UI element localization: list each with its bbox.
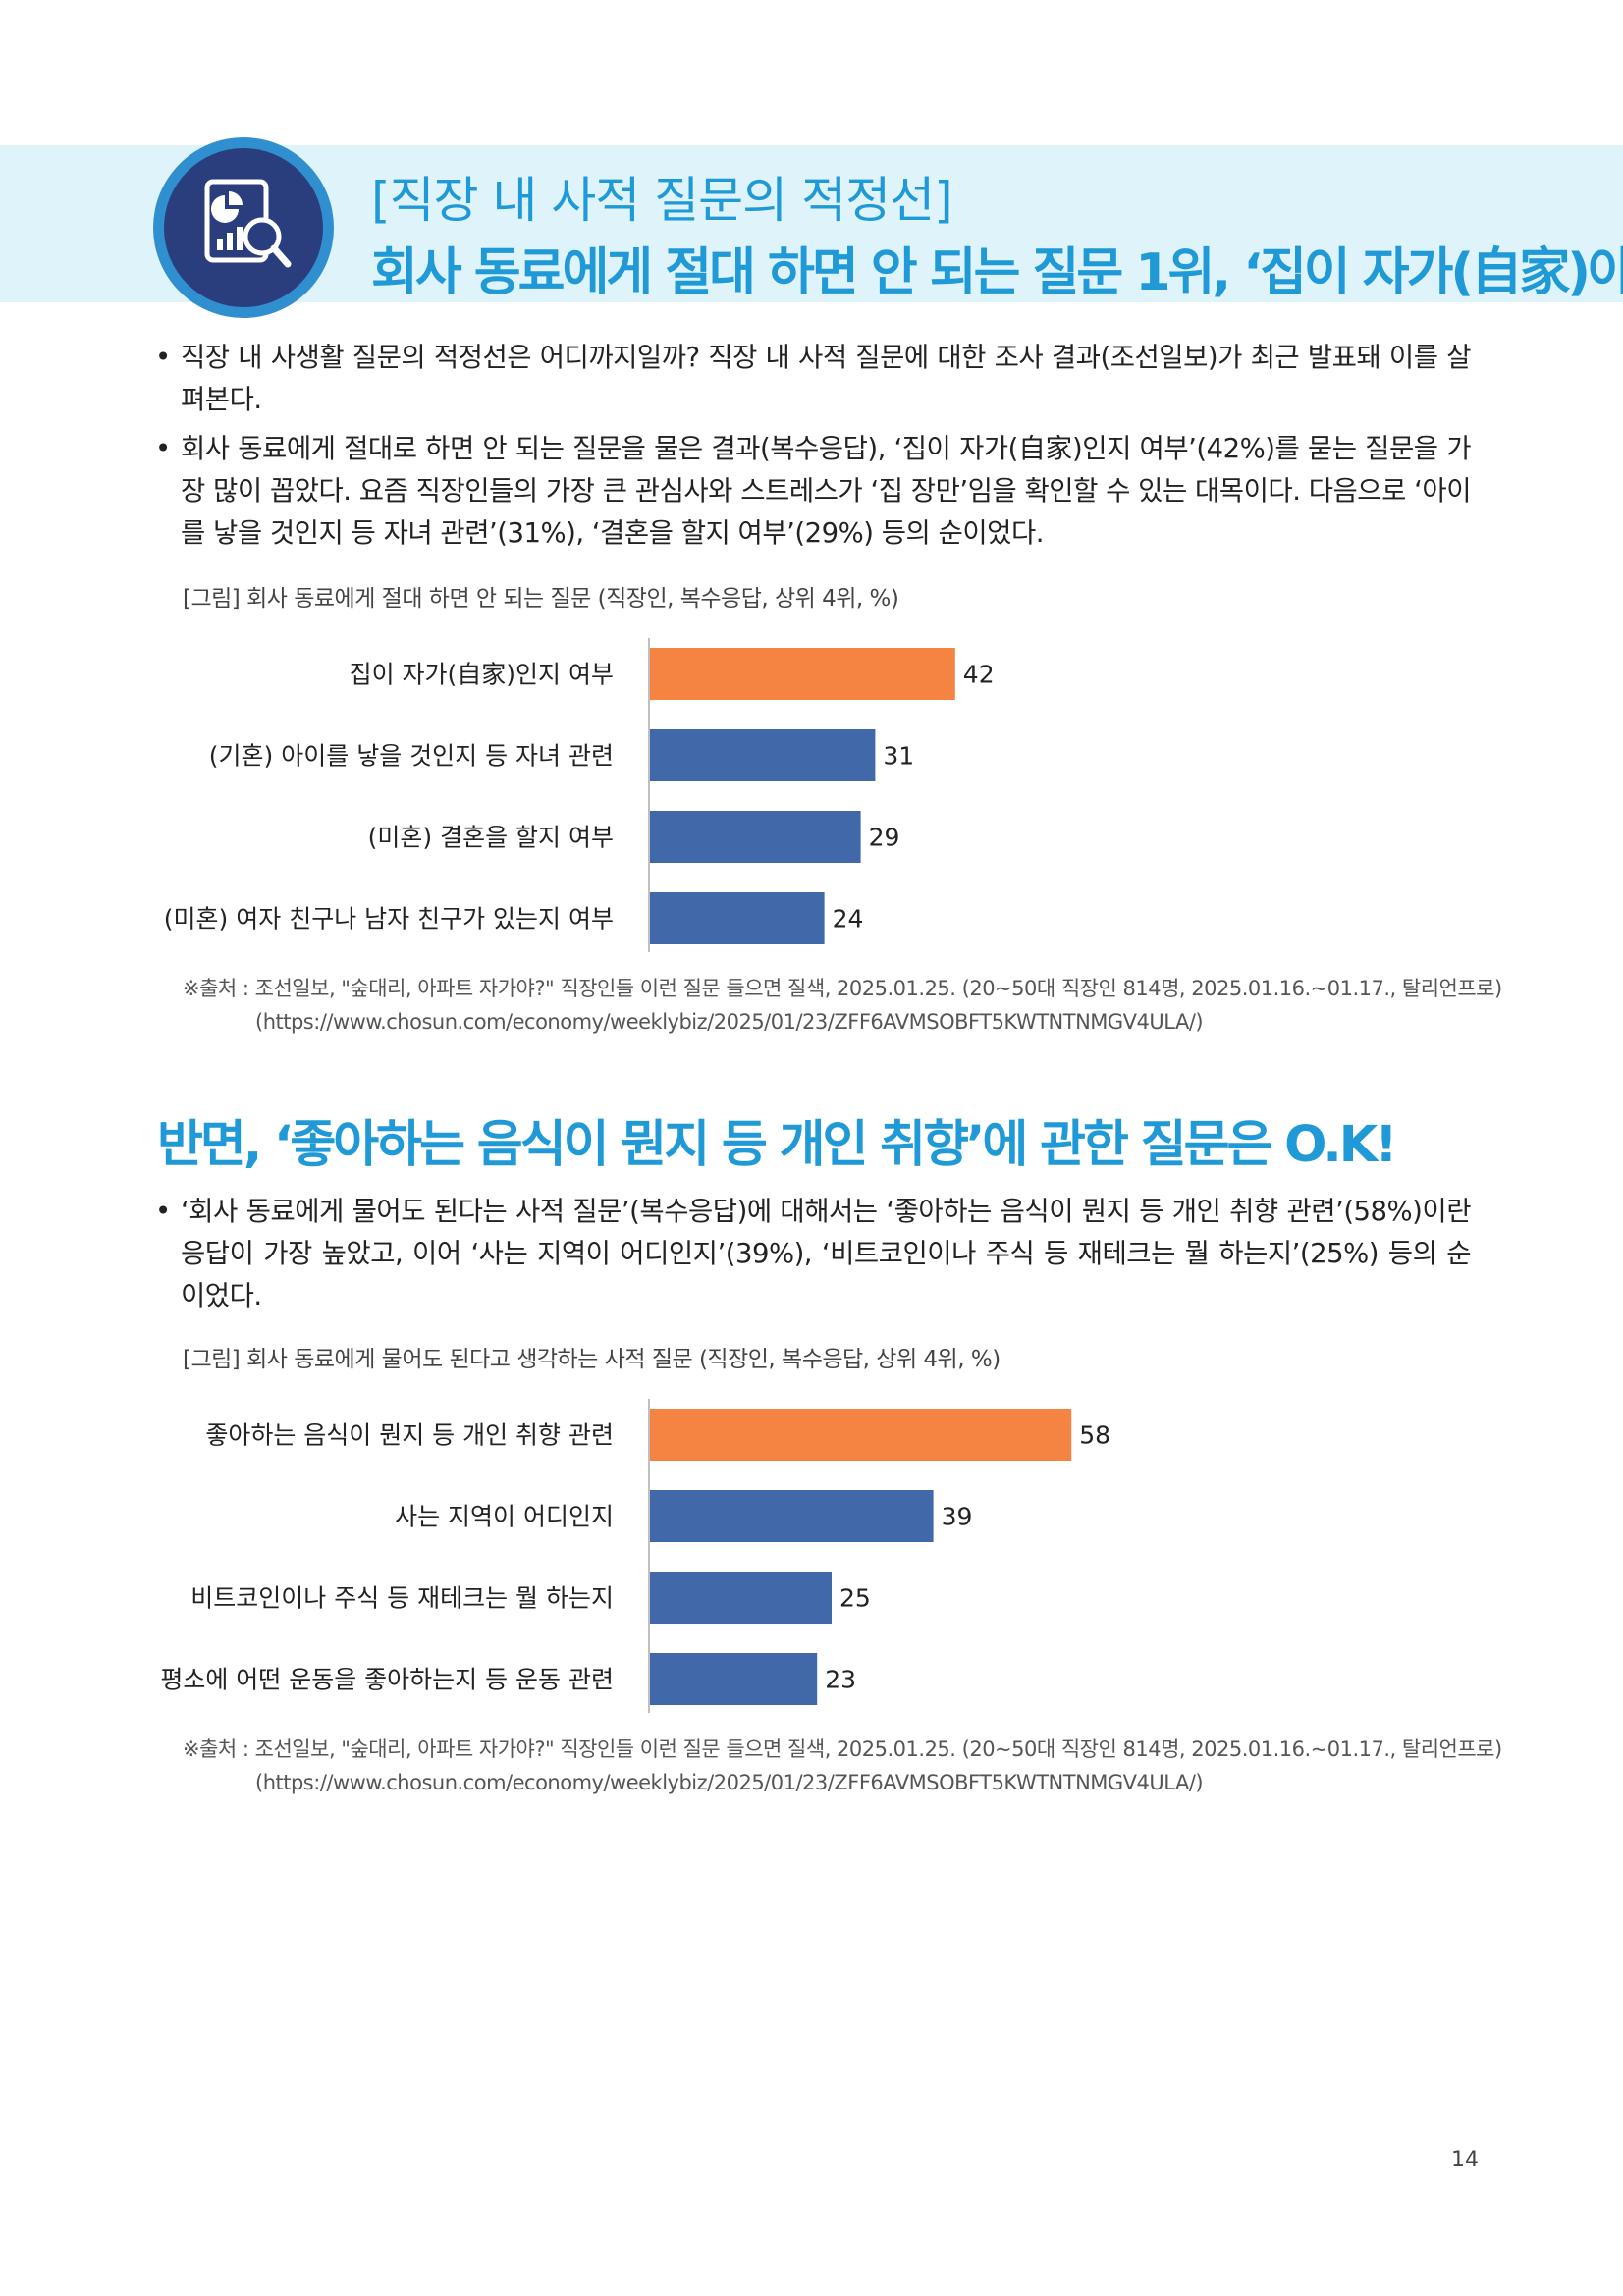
section2-title: 반면, ‘좋아하는 음식이 뭔지 등 개인 취향’에 관한 질문은 O.K! [157,1116,1398,1174]
category-label: 좋아하는 음식이 뭔지 등 개인 취향 관련 [205,1421,614,1450]
intro-bullet-2: • 회사 동료에게 절대로 하면 안 되는 질문을 물은 결과(복수응답), ‘… [155,428,1472,555]
bar-value-label: 39 [942,1503,973,1531]
bar-value-label: 42 [963,661,995,689]
bar-value-label: 58 [1079,1421,1110,1450]
page-number: 14 [1451,2148,1479,2172]
figure2-source: ※출처 : 조선일보, "숲대리, 아파트 자가야?" 직장인들 이런 질문 들… [183,1733,1502,1799]
bullet-dot: • [155,433,171,464]
intro-bullet-1: • 직장 내 사생활 질문의 적정선은 어디까지일까? 직장 내 사적 질문에 … [155,337,1472,421]
header-title-line1: [직장 내 사적 질문의 적정선] [371,172,953,229]
section2-bullet-1-text: ‘회사 동료에게 물어도 된다는 사적 질문’(복수응답)에 대해서는 ‘좋아하… [181,1196,1472,1311]
category-label: (미혼) 여자 친구나 남자 친구가 있는지 여부 [164,905,614,934]
header-logo [153,137,334,318]
header-title-line2: 회사 동료에게 절대 하면 안 되는 질문 1위, ‘집이 자가(自家)야?’! [371,243,1623,302]
section2-bullet-1: • ‘회사 동료에게 물어도 된다는 사적 질문’(복수응답)에 대해서는 ‘좋… [155,1191,1472,1317]
bar [650,729,876,781]
bar [650,648,955,700]
bar [650,1572,832,1624]
bar [650,1409,1072,1461]
figure2-chart: 좋아하는 음식이 뭔지 등 개인 취향 관련 58 사는 지역이 어디인지 39 비트코… [0,1389,1623,1713]
bar-chart-svg: 좋아하는 음식이 뭔지 등 개인 취향 관련 58 사는 지역이 어디인지 39 비트코… [160,1399,1110,1713]
intro-bullet-2-text: 회사 동료에게 절대로 하면 안 되는 질문을 물은 결과(복수응답), ‘집이… [181,433,1472,549]
figure2-source-line2: (https://www.chosun.com/economy/weeklybi… [255,1771,1204,1794]
bar [650,1490,934,1542]
bar-value-label: 24 [833,905,864,934]
bar-value-label: 29 [869,824,900,852]
bullet-dot: • [155,1196,171,1227]
figure1-source: ※출처 : 조선일보, "숲대리, 아파트 자가야?" 직장인들 이런 질문 들… [183,972,1502,1039]
bar [650,1653,818,1705]
category-label: (기혼) 아이를 낳을 것인지 등 자녀 관련 [209,742,614,771]
figure2-source-line1: ※출처 : 조선일보, "숲대리, 아파트 자가야?" 직장인들 이런 질문 들… [183,1737,1502,1761]
bar-value-label: 31 [883,742,914,771]
category-label: 평소에 어떤 운동을 좋아하는지 등 운동 관련 [160,1666,614,1694]
bar-chart-svg: 집이 자가(自家)인지 여부 42 (기혼) 아이를 낳을 것인지 등 자녀 관련 3… [164,638,995,952]
figure2-caption: [그림] 회사 동료에게 물어도 된다고 생각하는 사적 질문 (직장인, 복수… [183,1347,1001,1372]
category-label: 비트코인이나 주식 등 재테크는 뭘 하는지 [190,1584,614,1613]
bullet-dot: • [155,342,171,373]
analytics-magnifier-icon [164,148,323,307]
intro-bullet-1-text: 직장 내 사생활 질문의 적정선은 어디까지일까? 직장 내 사적 질문에 대한… [181,342,1472,415]
category-label: 집이 자가(自家)인지 여부 [350,661,614,689]
bar [650,811,861,863]
bar-value-label: 23 [825,1666,856,1694]
figure1-chart: 집이 자가(自家)인지 여부 42 (기혼) 아이를 낳을 것인지 등 자녀 관련 3… [0,628,1623,952]
bar [650,892,825,944]
figure1-caption: [그림] 회사 동료에게 절대 하면 안 되는 질문 (직장인, 복수응답, 상… [183,586,899,612]
bar-value-label: 25 [839,1584,871,1613]
figure1-source-line1: ※출처 : 조선일보, "숲대리, 아파트 자가야?" 직장인들 이런 질문 들… [183,977,1502,1000]
figure1-source-line2: (https://www.chosun.com/economy/weeklybi… [255,1010,1204,1034]
category-label: (미혼) 결혼을 할지 여부 [368,824,614,852]
category-label: 사는 지역이 어디인지 [395,1503,614,1531]
